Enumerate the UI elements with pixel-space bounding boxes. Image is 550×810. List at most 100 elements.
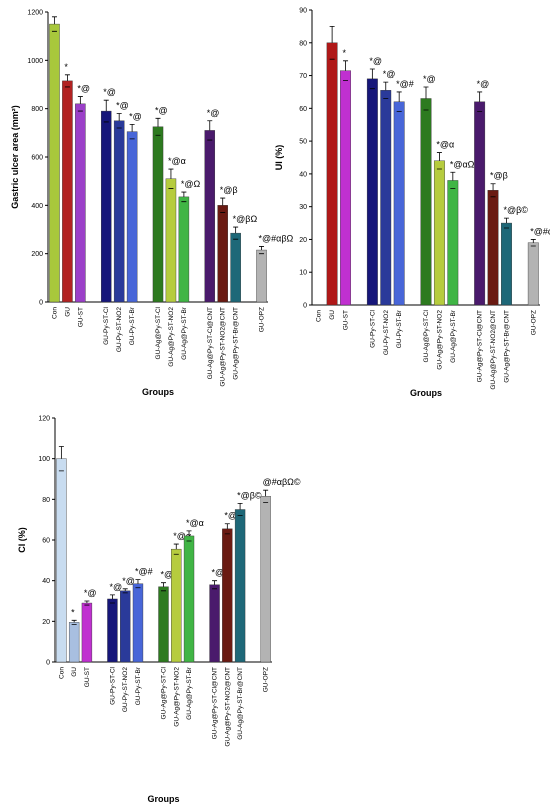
error-bar xyxy=(122,588,128,594)
error-bar xyxy=(64,74,70,88)
y-tick-label: 40 xyxy=(299,171,307,178)
error-bar xyxy=(84,600,90,606)
bar xyxy=(447,180,459,306)
error-bar xyxy=(233,226,239,240)
error-bar xyxy=(329,25,335,60)
y-tick-label: 60 xyxy=(42,538,50,545)
annotation: *@β xyxy=(224,511,242,521)
annotation: *@ xyxy=(423,74,436,84)
y-tick-label: 800 xyxy=(31,106,43,113)
y-tick-label: 20 xyxy=(299,237,307,244)
bar xyxy=(433,160,445,306)
bar xyxy=(209,584,220,663)
annotation: *@ xyxy=(207,108,220,118)
y-axis-label: CI (%) xyxy=(17,527,27,553)
error-bar xyxy=(237,503,243,516)
error-bar xyxy=(51,16,57,32)
error-bar xyxy=(71,619,77,625)
x-tick-label: GU xyxy=(329,310,336,320)
y-tick-label: 0 xyxy=(39,300,43,307)
annotation: *@βΩ xyxy=(233,214,258,224)
error-bar xyxy=(109,594,115,604)
bar xyxy=(107,598,118,663)
annotation: * xyxy=(71,607,75,617)
y-axis-label: UI (%) xyxy=(274,145,284,171)
error-bar xyxy=(503,217,509,229)
x-tick-label: GU-Ag@Py-ST-Cl@CNT xyxy=(477,310,484,382)
bar xyxy=(501,222,512,306)
error-bar xyxy=(116,113,122,129)
bar xyxy=(81,602,93,663)
bar xyxy=(260,496,271,663)
y-tick-label: 1200 xyxy=(27,10,43,17)
bar xyxy=(183,535,195,663)
x-tick-label: GU-Ag@Py-ST-Br@CNT xyxy=(233,307,240,380)
x-tick-label: GU-Ag@Py-ST-NO2@CNT xyxy=(490,310,497,390)
x-tick-label: GU-OPZ xyxy=(263,667,270,692)
error-bar xyxy=(490,183,496,198)
x-tick-label: GU-ST xyxy=(84,667,91,687)
bar xyxy=(75,103,86,303)
bar xyxy=(230,232,241,303)
y-tick-label: 30 xyxy=(299,204,307,211)
annotation: *@ xyxy=(155,105,168,115)
annotation: *@ xyxy=(84,588,97,598)
bar xyxy=(256,249,267,303)
annotation: @#αβΩ© xyxy=(263,477,301,487)
x-tick-label: GU-Py-ST-Br xyxy=(396,309,403,348)
annotation: *@β xyxy=(490,171,508,181)
annotation: *@ xyxy=(122,576,135,586)
x-tick-label: GU-OPZ xyxy=(530,310,537,335)
bar xyxy=(340,70,351,306)
annotation: *@ xyxy=(116,101,129,111)
bar xyxy=(165,178,177,303)
x-tick-label: GU-Ag@Py-ST-Cl xyxy=(161,666,168,719)
bar xyxy=(222,528,233,663)
annotation: *@ xyxy=(383,69,396,79)
error-bar xyxy=(168,168,174,189)
error-bar xyxy=(186,530,192,542)
error-bar xyxy=(103,99,109,123)
x-tick-label: GU-Ag@Py-ST-Br xyxy=(450,309,457,363)
x-axis-label: Groups xyxy=(410,388,442,398)
error-bar xyxy=(259,246,265,255)
bar xyxy=(487,190,499,306)
bar xyxy=(366,78,378,306)
annotation: *@α xyxy=(168,156,186,166)
bar xyxy=(113,120,125,303)
annotation: *@β xyxy=(220,185,238,195)
error-bar xyxy=(181,191,187,203)
x-tick-label: GU-Ag@Py-ST-NO2 xyxy=(436,310,443,370)
error-bar xyxy=(220,197,226,213)
bar xyxy=(217,205,228,303)
bar xyxy=(62,80,73,303)
x-tick-label: GU-OPZ xyxy=(259,307,266,332)
error-bar xyxy=(436,152,442,170)
x-tick-label: GU-Py-ST-Cl xyxy=(103,306,110,344)
annotation: *@α xyxy=(173,531,191,541)
bar xyxy=(234,509,246,663)
x-tick-label: GU-Py-ST-NO2 xyxy=(122,667,129,713)
error-bar xyxy=(396,91,402,113)
y-tick-label: 120 xyxy=(38,416,50,423)
annotation: * xyxy=(64,62,68,72)
error-bar xyxy=(369,68,375,90)
x-tick-label: GU-Py-ST-Cl xyxy=(109,666,116,704)
bar xyxy=(56,458,67,663)
error-bar xyxy=(263,489,269,503)
error-bar xyxy=(530,239,536,247)
bar xyxy=(158,586,169,663)
x-tick-label: GU-Py-ST-Br xyxy=(129,306,136,345)
annotation: *@β© xyxy=(237,490,262,500)
annotation: *@α xyxy=(186,518,204,528)
y-tick-label: 80 xyxy=(299,40,307,47)
x-tick-label: GU-Ag@Py-ST-NO2@CNT xyxy=(220,307,227,387)
x-tick-label: GU-Py-ST-NO2 xyxy=(383,310,390,356)
bar xyxy=(393,101,405,306)
bar xyxy=(120,590,131,663)
annotation: *@β© xyxy=(503,205,528,215)
bar xyxy=(171,548,182,663)
y-tick-label: 50 xyxy=(299,139,307,146)
error-bar xyxy=(207,120,213,141)
x-tick-label: GU xyxy=(64,307,71,317)
